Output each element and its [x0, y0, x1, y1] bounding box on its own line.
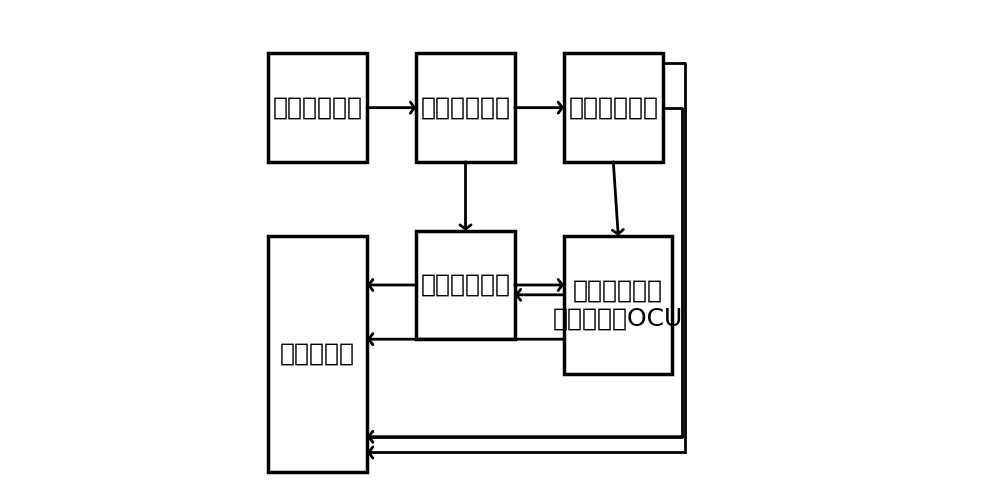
Bar: [416, 54, 515, 162]
Text: 燃料电池智能
算法控制器OCU: 燃料电池智能 算法控制器OCU: [553, 279, 683, 331]
Bar: [268, 54, 367, 162]
Text: 数据学习模组: 数据学习模组: [421, 96, 511, 120]
Text: 单片优化模组: 单片优化模组: [421, 273, 511, 297]
Text: 数据采集模组: 数据采集模组: [273, 96, 363, 120]
Text: 故障干预模组: 故障干预模组: [568, 96, 658, 120]
Bar: [268, 235, 367, 472]
Bar: [564, 235, 672, 374]
Bar: [564, 54, 663, 162]
Text: 燃料电池堆: 燃料电池堆: [280, 342, 355, 366]
Bar: [416, 231, 515, 339]
